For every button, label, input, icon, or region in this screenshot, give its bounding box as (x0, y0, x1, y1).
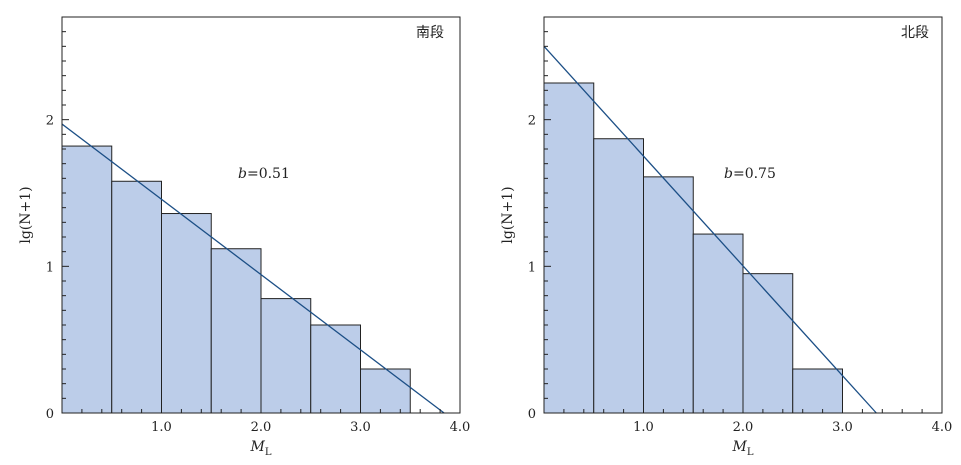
bar-6 (310, 324, 361, 414)
bars-group (543, 82, 843, 414)
x-axis-label: ML (250, 439, 272, 458)
b-value-label: b=0.51 (238, 166, 290, 182)
bar-7 (360, 368, 411, 414)
x-axis-label-sub: L (265, 447, 272, 458)
x-axis-label-sub: L (747, 447, 754, 458)
x-axis-label: ML (732, 439, 754, 458)
ticks-group: 1.0 2.0 3.0 4.0 0 1 2 (528, 31, 953, 435)
bar-1 (61, 145, 113, 414)
x-tick-label: 1.0 (151, 420, 172, 435)
panel-label: 南段 (416, 25, 444, 41)
bar-2 (111, 180, 162, 414)
y-tick-label: 0 (46, 407, 54, 422)
x-tick-label: 1.0 (633, 420, 654, 435)
x-tick-label: 4.0 (932, 420, 953, 435)
bar-3 (161, 213, 212, 414)
chart-panel-south: 1.0 2.0 3.0 4.0 0 1 2 南段 b=0.51 ML lg(N+1) (18, 16, 471, 458)
fit-line (61, 123, 445, 414)
x-tick-label: 4.0 (450, 420, 471, 435)
b-symbol: b (238, 166, 247, 182)
bar-5 (260, 298, 312, 414)
bars-group (61, 145, 411, 414)
b-equation: =0.75 (733, 166, 776, 182)
bar-3 (643, 176, 694, 414)
b-equation: =0.51 (247, 166, 290, 182)
ticks-group: 1.0 2.0 3.0 4.0 0 1 2 (46, 31, 471, 435)
bar-1 (543, 82, 595, 414)
y-tick-label: 0 (528, 407, 536, 422)
y-axis-label: lg(N+1) (500, 186, 516, 243)
b-value-label: b=0.75 (724, 166, 776, 182)
y-tick-label: 2 (46, 114, 54, 129)
y-tick-label: 1 (46, 260, 54, 275)
bar-6 (792, 368, 843, 414)
y-axis-label: lg(N+1) (18, 186, 34, 243)
x-tick-label: 3.0 (832, 420, 853, 435)
x-tick-label: 2.0 (733, 420, 754, 435)
x-axis-label-main: M (732, 439, 748, 455)
bar-2 (593, 138, 644, 414)
bar-4 (692, 233, 744, 414)
chart-panel-north: 1.0 2.0 3.0 4.0 0 1 2 北段 b=0.75 ML lg(N+1) (500, 16, 953, 458)
y-tick-label: 2 (528, 114, 536, 129)
x-tick-label: 2.0 (251, 420, 272, 435)
bar-4 (210, 248, 262, 414)
b-symbol: b (724, 166, 733, 182)
fit-line (543, 45, 877, 414)
y-tick-label: 1 (528, 260, 536, 275)
bar-5 (742, 273, 794, 414)
panel-label: 北段 (901, 25, 929, 41)
x-axis-label-main: M (250, 439, 266, 455)
x-tick-label: 3.0 (350, 420, 371, 435)
